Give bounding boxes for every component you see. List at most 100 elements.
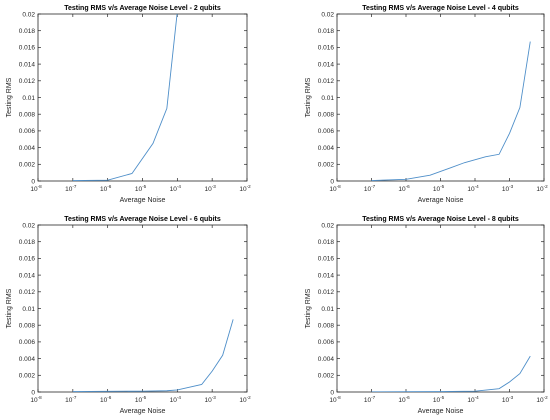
x-tick-exponent: -6	[406, 184, 411, 189]
x-tick-label: 10-3	[502, 395, 514, 404]
x-tick-label: 10-8	[329, 395, 341, 404]
x-tick-label: 10-5	[135, 395, 147, 404]
plot-area	[336, 224, 545, 393]
x-tick-exponent: -5	[440, 395, 445, 400]
x-tick-exponent: -7	[371, 184, 376, 189]
plot-area	[336, 13, 545, 182]
y-tick-label: 0.006	[318, 339, 335, 346]
x-tick-label: 10-7	[65, 184, 77, 193]
x-tick-exponent: -7	[72, 395, 77, 400]
x-tick-label: 10-5	[433, 184, 445, 193]
y-tick-label: 0.006	[318, 128, 335, 135]
x-tick-exponent: -2	[247, 395, 252, 400]
y-tick-label: 0.004	[318, 356, 335, 363]
y-tick-label: 0.004	[19, 145, 36, 152]
y-tick-label: 0.008	[318, 323, 335, 330]
x-tick-label: 10-2	[239, 395, 251, 404]
y-tick-label: 0.012	[318, 289, 335, 296]
x-tick-label: 10-2	[239, 184, 251, 193]
x-tick-label: 10-2	[536, 184, 548, 193]
x-tick-label: 10-7	[364, 395, 376, 404]
series-line	[72, 14, 178, 181]
y-tick-label: 0.006	[19, 339, 36, 346]
y-axis-label: Testing RMS	[305, 288, 312, 328]
x-tick-exponent: -3	[212, 395, 217, 400]
chart-title: Testing RMS v/s Average Noise Level - 6 …	[64, 216, 221, 223]
y-tick-label: 0.02	[22, 222, 35, 229]
x-axis-label: Average Noise	[418, 197, 464, 204]
x-tick-label: 10-8	[30, 395, 42, 404]
y-tick-label: 0.008	[318, 112, 335, 119]
chart-title: Testing RMS v/s Average Noise Level - 8 …	[362, 216, 519, 223]
y-tick-label: 0.02	[22, 11, 35, 18]
y-tick-label: 0.018	[318, 28, 335, 35]
y-tick-label: 0.01	[22, 306, 35, 313]
x-tick-exponent: -4	[177, 184, 182, 189]
x-tick-exponent: -7	[72, 184, 77, 189]
y-tick-label: 0.004	[318, 145, 335, 152]
x-tick-label: 10-5	[433, 395, 445, 404]
y-axis-label: Testing RMS	[6, 77, 13, 117]
x-tick-label: 10-6	[398, 184, 410, 193]
x-tick-label: 10-8	[329, 184, 341, 193]
y-tick-label: 0.02	[321, 11, 334, 18]
y-tick-label: 0	[330, 389, 334, 396]
x-tick-exponent: -4	[475, 395, 480, 400]
y-tick-label: 0.01	[22, 95, 35, 102]
series-line	[72, 319, 234, 392]
y-axis-label: Testing RMS	[305, 77, 312, 117]
x-tick-exponent: -8	[38, 395, 43, 400]
y-tick-label: 0.016	[19, 256, 36, 263]
y-tick-label: 0.002	[318, 162, 335, 169]
x-axis-label: Average Noise	[418, 408, 464, 415]
y-tick-label: 0.008	[19, 323, 36, 330]
y-axis-label: Testing RMS	[6, 288, 13, 328]
x-tick-exponent: -6	[406, 395, 411, 400]
x-tick-label: 10-4	[170, 184, 182, 193]
y-tick-label: 0.006	[19, 128, 36, 135]
x-tick-label: 10-4	[467, 395, 479, 404]
y-tick-label: 0	[31, 389, 35, 396]
x-tick-exponent: -5	[142, 395, 147, 400]
x-tick-label: 10-3	[205, 184, 217, 193]
y-tick-label: 0.004	[19, 356, 36, 363]
y-tick-label: 0.008	[19, 112, 36, 119]
x-tick-exponent: -8	[38, 184, 43, 189]
y-tick-label: 0.014	[19, 61, 36, 68]
y-tick-label: 0.012	[19, 289, 36, 296]
y-tick-label: 0.012	[19, 78, 36, 85]
chart-title: Testing RMS v/s Average Noise Level - 4 …	[362, 5, 519, 12]
series-line	[371, 41, 531, 181]
y-tick-label: 0.018	[19, 28, 36, 35]
y-tick-label: 0.01	[321, 306, 334, 313]
x-tick-exponent: -3	[509, 395, 514, 400]
y-tick-label: 0	[31, 178, 35, 185]
y-tick-label: 0.002	[318, 373, 335, 380]
x-axis-label: Average Noise	[120, 197, 166, 204]
x-tick-label: 10-2	[536, 395, 548, 404]
x-tick-label: 10-4	[467, 184, 479, 193]
series-line	[371, 355, 531, 392]
x-tick-label: 10-6	[100, 395, 112, 404]
x-tick-label: 10-6	[100, 184, 112, 193]
x-tick-exponent: -5	[440, 184, 445, 189]
x-tick-exponent: -3	[212, 184, 217, 189]
y-tick-label: 0.018	[318, 239, 335, 246]
x-tick-label: 10-4	[170, 395, 182, 404]
x-tick-exponent: -8	[337, 184, 342, 189]
chart-panel-4: 0 0.002 0.004 0.006 0.008 0.01 0.012 0.014 0.016…	[305, 216, 548, 415]
y-tick-label: 0.016	[19, 45, 36, 52]
x-tick-exponent: -2	[544, 184, 549, 189]
y-tick-label: 0.014	[318, 61, 335, 68]
x-tick-label: 10-3	[205, 395, 217, 404]
x-tick-exponent: -2	[247, 184, 252, 189]
y-tick-label: 0.012	[318, 78, 335, 85]
y-tick-label: 0.014	[318, 272, 335, 279]
y-tick-label: 0	[330, 178, 334, 185]
x-tick-exponent: -8	[337, 395, 342, 400]
x-tick-exponent: -5	[142, 184, 147, 189]
x-tick-label: 10-5	[135, 184, 147, 193]
y-tick-label: 0.02	[321, 222, 334, 229]
plot-area	[37, 13, 248, 182]
